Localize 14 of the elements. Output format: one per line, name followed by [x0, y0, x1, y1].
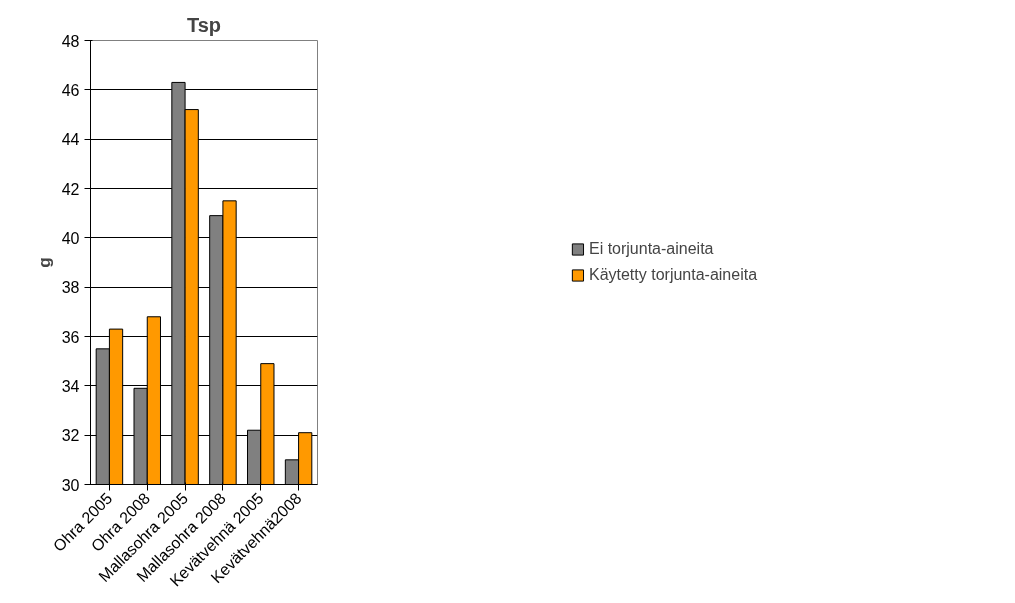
y-tick-label: 48 — [61, 32, 80, 50]
legend-label: Ei torjunta-aineita — [588, 240, 714, 258]
y-tick-label: 34 — [61, 377, 80, 395]
y-tick-label: 36 — [61, 328, 80, 346]
y-tick-label: 42 — [61, 180, 80, 198]
chart-title: Tsp — [186, 13, 222, 36]
y-tick-label: 40 — [61, 229, 80, 247]
y-tick-label: 44 — [61, 131, 80, 149]
y-tick-label: 30 — [61, 476, 80, 494]
y-tick-label: 38 — [61, 279, 80, 297]
y-tick-label: 46 — [61, 81, 80, 99]
y-tick-label: 32 — [61, 427, 80, 445]
y-axis-title: g — [33, 257, 54, 268]
legend-label: Käytetty torjunta-aineita — [588, 266, 758, 284]
